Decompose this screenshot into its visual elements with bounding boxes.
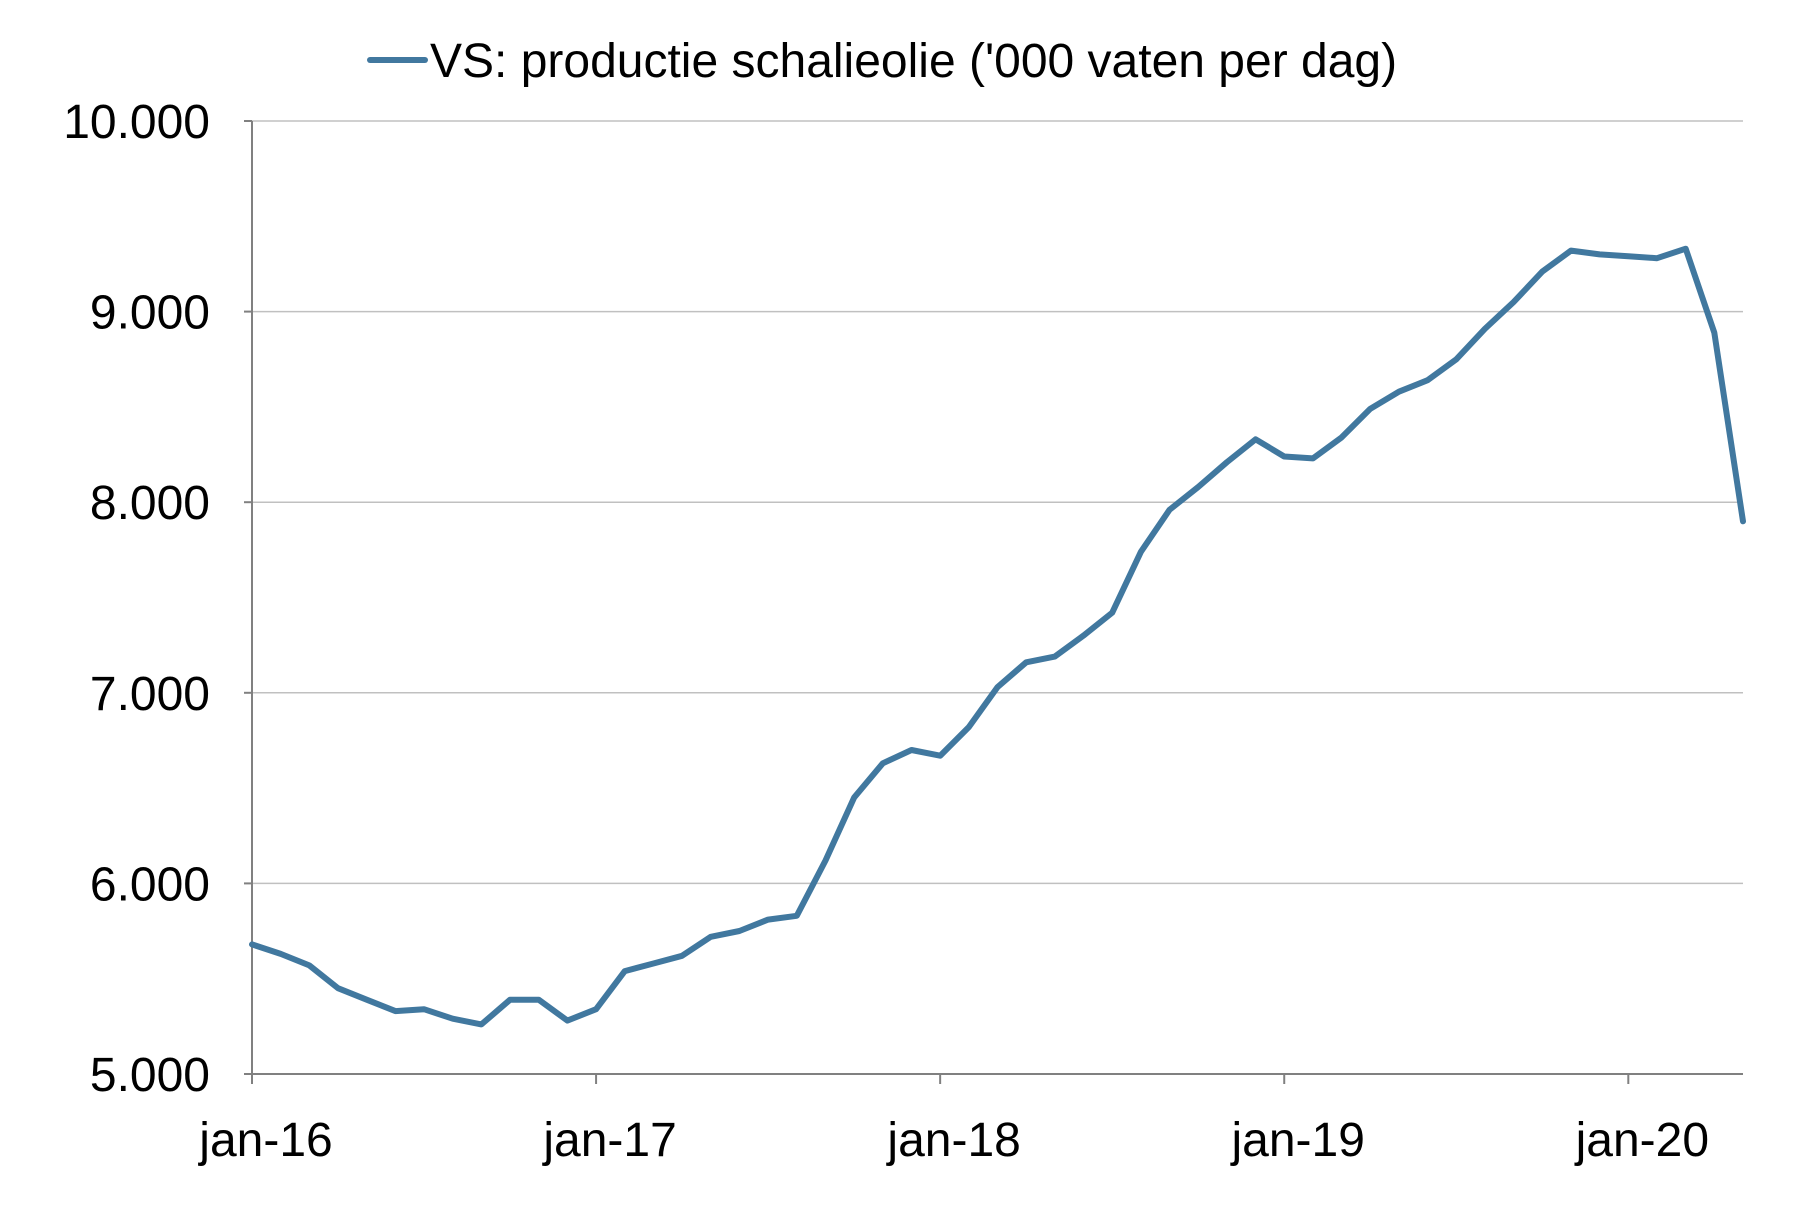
- y-tick-label: 9.000: [90, 287, 210, 340]
- x-tick-label: jan-20: [1574, 1114, 1709, 1167]
- x-axis-ticks: jan-16 jan-17 jan-18 jan-19 jan-20: [197, 1074, 1709, 1167]
- legend: VS: productie schalieolie ('000 vaten pe…: [367, 35, 1397, 88]
- gridlines: [252, 120, 1743, 885]
- y-tick-label: 7.000: [90, 668, 210, 721]
- y-tick-label: 10.000: [63, 96, 210, 149]
- x-tick-label: jan-17: [541, 1114, 676, 1167]
- y-tick-label: 6.000: [90, 858, 210, 911]
- y-tick-label: 8.000: [90, 477, 210, 530]
- x-tick-label: jan-18: [885, 1114, 1020, 1167]
- y-tick-label: 5.000: [90, 1049, 210, 1102]
- x-tick-label: jan-19: [1230, 1114, 1365, 1167]
- legend-label: VS: productie schalieolie ('000 vaten pe…: [430, 35, 1397, 88]
- x-tick-label: jan-16: [197, 1114, 332, 1167]
- axes: [251, 121, 1743, 1075]
- series-layer: [249, 245, 1746, 1028]
- series-line: [249, 245, 1746, 1028]
- y-axis-ticks: 5.000 6.000 7.000 8.000 9.000 10.000: [63, 96, 252, 1102]
